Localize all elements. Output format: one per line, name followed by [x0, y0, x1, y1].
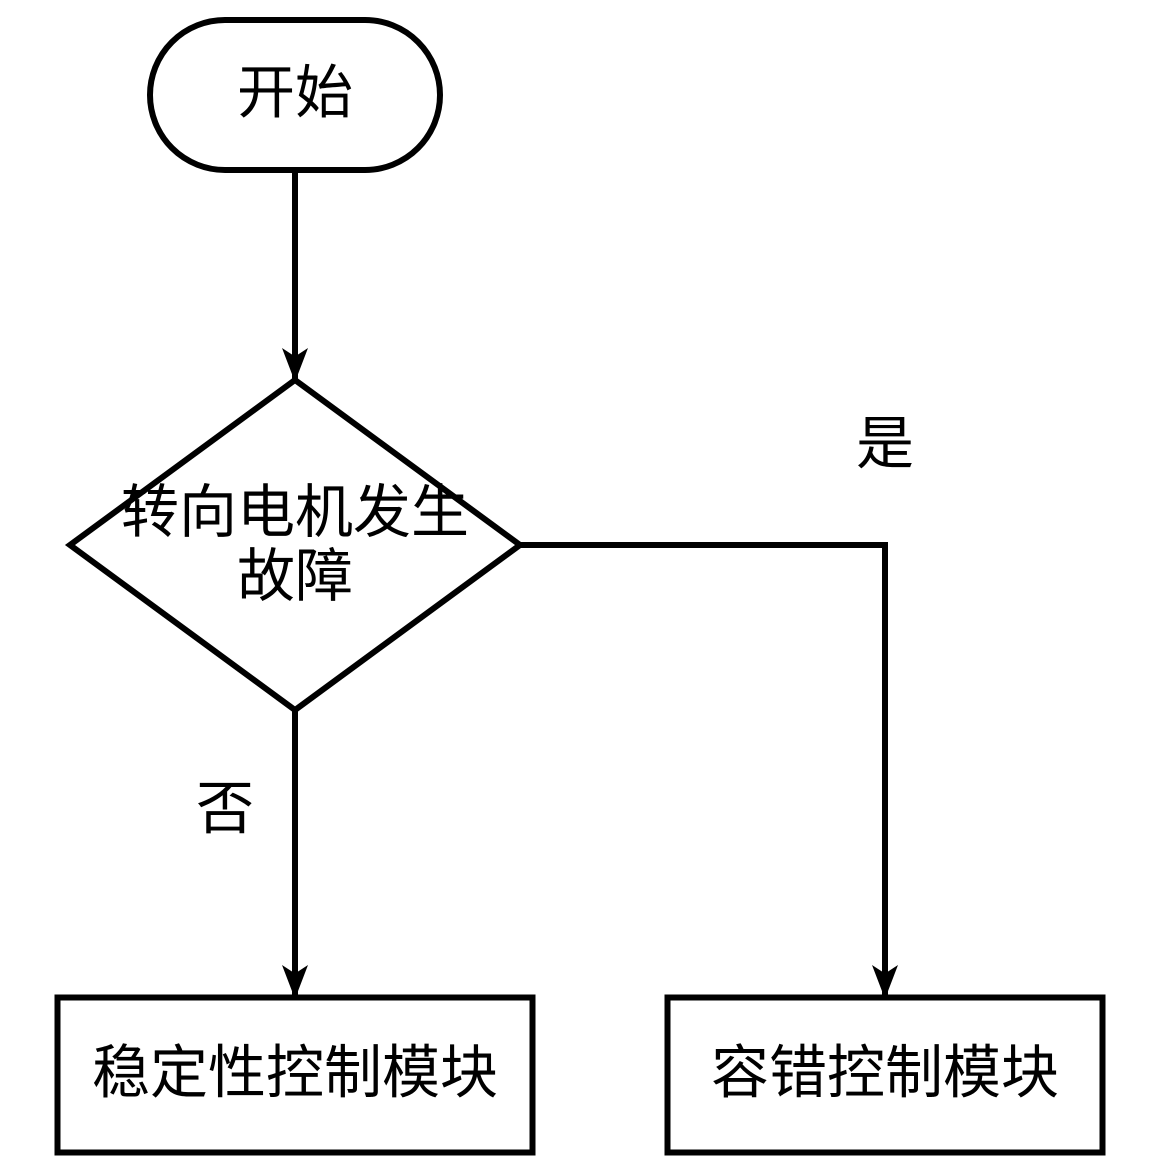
stability-label: 稳定性控制模块 — [92, 1040, 498, 1105]
decision-label-line2: 故障 — [237, 544, 353, 609]
decision-label-line1: 转向电机发生 — [121, 480, 469, 545]
edge-label-yes: 是 — [856, 411, 914, 476]
fault-label: 容错控制模块 — [711, 1040, 1059, 1105]
edge-decision-to-fault — [520, 545, 885, 997]
start-label: 开始 — [237, 60, 353, 125]
flowchart-canvas: 开始 转向电机发生 故障 稳定性控制模块 容错控制模块 否 是 — [0, 0, 1175, 1163]
edge-label-no: 否 — [196, 776, 254, 841]
edges-group — [295, 170, 885, 997]
